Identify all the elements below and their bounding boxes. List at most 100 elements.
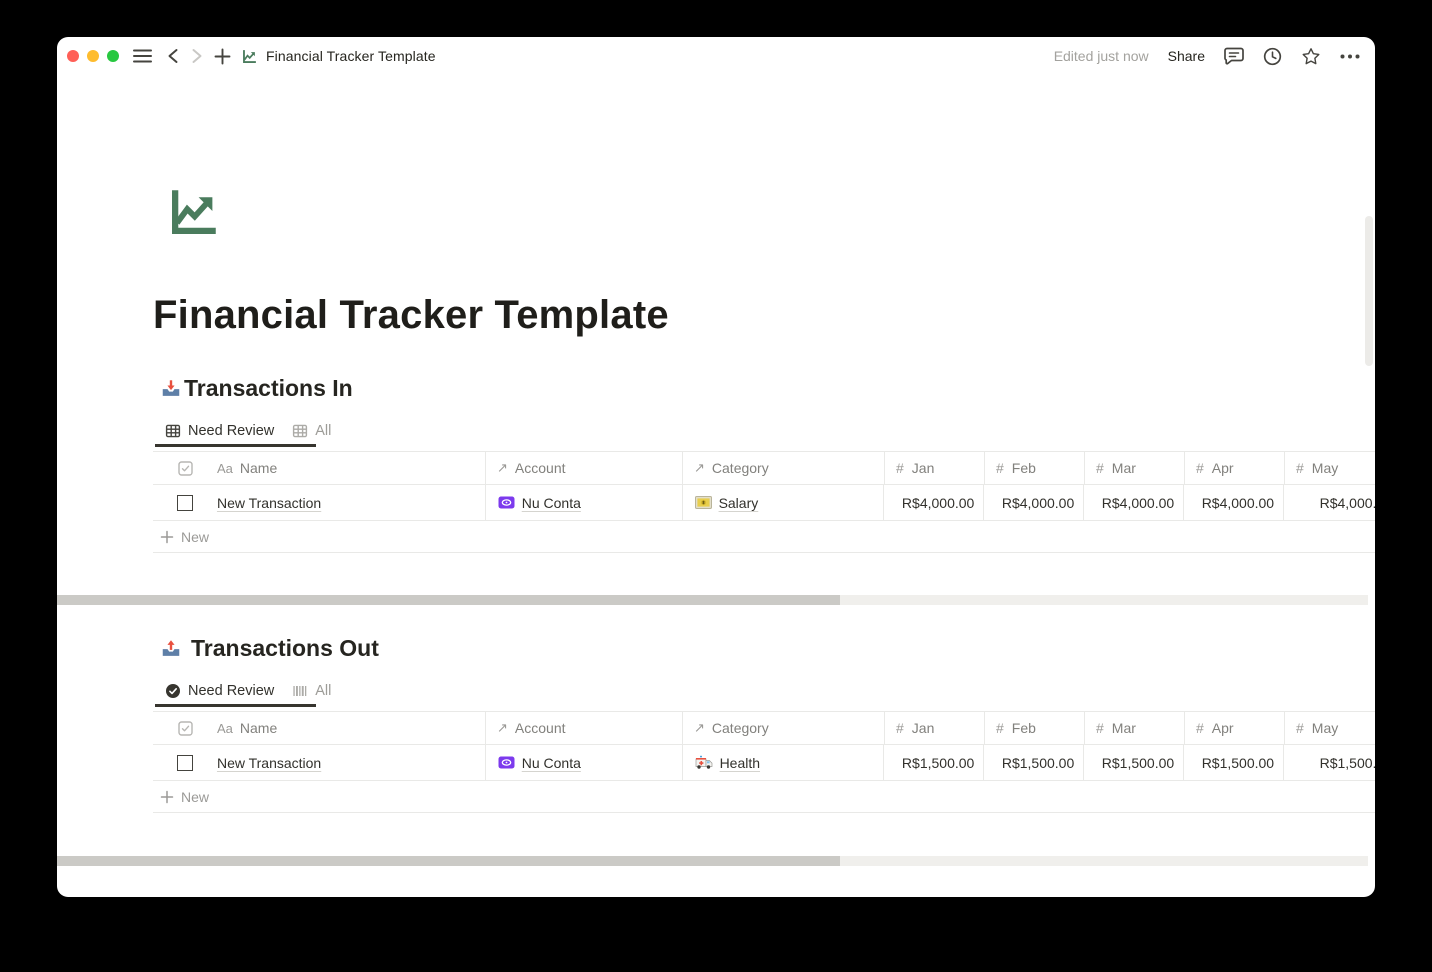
transactions-in-table: Aa Name ↗ Account ↗ Category # Jan # Feb # Mar… xyxy=(153,451,1375,553)
number-property-icon: # xyxy=(1096,460,1104,476)
history-icon[interactable] xyxy=(1263,47,1282,66)
horizontal-scrollbar[interactable] xyxy=(57,856,1368,866)
tab-label: All xyxy=(315,423,332,439)
comments-icon[interactable] xyxy=(1224,47,1244,66)
text-property-icon: Aa xyxy=(217,720,233,736)
column-header-category[interactable]: ↗ Category xyxy=(683,712,885,744)
number-property-icon: # xyxy=(1296,460,1304,476)
column-header-name[interactable]: Aa Name xyxy=(217,712,486,744)
cell-category[interactable]: Salary xyxy=(683,485,885,520)
cell-account[interactable]: Nu Conta xyxy=(486,485,683,520)
number-property-icon: # xyxy=(996,720,1004,736)
section-heading: Transactions In xyxy=(184,375,353,401)
cell-account[interactable]: Nu Conta xyxy=(486,745,683,780)
column-header-may[interactable]: # May xyxy=(1285,712,1375,744)
nubank-card-icon xyxy=(498,756,515,769)
back-icon[interactable] xyxy=(166,48,180,64)
cell-may[interactable]: R$4,000.00 xyxy=(1284,485,1375,520)
cell-jan[interactable]: R$1,500.00 xyxy=(884,745,985,780)
cell-feb[interactable]: R$1,500.00 xyxy=(984,745,1085,780)
cell-apr[interactable]: R$4,000.00 xyxy=(1184,485,1285,520)
cell-mar[interactable]: R$4,000.00 xyxy=(1084,485,1185,520)
tab-label: Need Review xyxy=(188,423,275,439)
page-chart-icon xyxy=(241,48,258,65)
close-button[interactable] xyxy=(67,50,79,62)
cell-jan[interactable]: R$4,000.00 xyxy=(884,485,985,520)
page-icon-chart-increasing[interactable] xyxy=(165,183,223,241)
number-property-icon: # xyxy=(1296,720,1304,736)
transactions-out-section: Transactions Out Need Review All xyxy=(153,635,1375,813)
outbox-tray-icon xyxy=(160,638,182,660)
section-heading: Transactions Out xyxy=(191,635,379,661)
tab-label: Need Review xyxy=(188,683,275,699)
column-header-account[interactable]: ↗ Account xyxy=(486,712,683,744)
number-property-icon: # xyxy=(1196,460,1204,476)
column-header-mar[interactable]: # Mar xyxy=(1085,452,1185,484)
new-tab-icon[interactable] xyxy=(214,48,231,65)
cell-apr[interactable]: R$1,500.00 xyxy=(1184,745,1285,780)
cell-may[interactable]: R$1,500.00 xyxy=(1284,745,1375,780)
new-row-button[interactable]: New xyxy=(153,521,1375,553)
notion-window: Financial Tracker Template Edited just n… xyxy=(57,37,1375,897)
number-property-icon: # xyxy=(896,720,904,736)
maximize-button[interactable] xyxy=(107,50,119,62)
column-header-mar[interactable]: # Mar xyxy=(1085,712,1185,744)
sidebar-menu-icon[interactable] xyxy=(133,49,152,63)
select-all-checkbox-icon[interactable] xyxy=(177,720,193,736)
inbox-tray-icon xyxy=(160,378,182,400)
column-header-may[interactable]: # May xyxy=(1285,452,1375,484)
horizontal-scrollbar[interactable] xyxy=(57,595,1368,605)
cell-feb[interactable]: R$4,000.00 xyxy=(984,485,1085,520)
nubank-card-icon xyxy=(498,496,515,509)
select-all-checkbox-icon[interactable] xyxy=(177,460,193,476)
forward-icon[interactable] xyxy=(190,48,204,64)
relation-property-icon: ↗ xyxy=(694,460,705,475)
number-property-icon: # xyxy=(996,460,1004,476)
column-header-account[interactable]: ↗ Account xyxy=(486,452,683,484)
column-header-category[interactable]: ↗ Category xyxy=(683,452,885,484)
favorite-star-icon[interactable] xyxy=(1301,47,1321,66)
number-property-icon: # xyxy=(1096,720,1104,736)
tab-need-review[interactable]: Need Review xyxy=(154,423,317,447)
minimize-button[interactable] xyxy=(87,50,99,62)
titlebar: Financial Tracker Template Edited just n… xyxy=(57,37,1375,75)
relation-property-icon: ↗ xyxy=(497,460,508,475)
cell-mar[interactable]: R$1,500.00 xyxy=(1084,745,1185,780)
table-row: New Transaction Nu Conta Health R$1,500.… xyxy=(153,745,1375,781)
traffic-lights xyxy=(67,50,119,62)
relation-property-icon: ↗ xyxy=(694,720,705,735)
cell-category[interactable]: Health xyxy=(683,745,885,780)
scrollbar-thumb[interactable] xyxy=(57,595,840,605)
scrollbar-thumb[interactable] xyxy=(57,856,840,866)
page-title: Financial Tracker Template xyxy=(153,293,669,337)
vertical-scrollbar[interactable] xyxy=(1365,216,1373,366)
cell-name[interactable]: New Transaction xyxy=(217,745,486,780)
column-header-jan[interactable]: # Jan xyxy=(885,712,985,744)
row-checkbox[interactable] xyxy=(176,754,193,771)
cell-name[interactable]: New Transaction xyxy=(217,485,486,520)
column-header-jan[interactable]: # Jan xyxy=(885,452,985,484)
column-header-apr[interactable]: # Apr xyxy=(1185,452,1285,484)
new-row-button[interactable]: New xyxy=(153,781,1375,813)
edited-status: Edited just now xyxy=(1053,48,1149,64)
tab-all[interactable]: All xyxy=(292,423,331,439)
column-header-feb[interactable]: # Feb xyxy=(985,452,1085,484)
column-header-name[interactable]: Aa Name xyxy=(217,452,486,484)
number-property-icon: # xyxy=(896,460,904,476)
row-checkbox[interactable] xyxy=(176,494,193,511)
ambulance-icon xyxy=(695,755,713,770)
number-property-icon: # xyxy=(1196,720,1204,736)
tab-all[interactable]: All xyxy=(292,683,331,699)
text-property-icon: Aa xyxy=(217,460,233,476)
view-tabs: Need Review All xyxy=(154,418,1375,447)
table-row: New Transaction Nu Conta Salary R$4,000.… xyxy=(153,485,1375,521)
plus-icon xyxy=(160,530,174,544)
column-header-feb[interactable]: # Feb xyxy=(985,712,1085,744)
transactions-in-section: Transactions In Need Review All xyxy=(153,375,1375,553)
tab-need-review[interactable]: Need Review xyxy=(154,683,317,707)
view-tabs: Need Review All xyxy=(154,678,1375,707)
column-header-apr[interactable]: # Apr xyxy=(1185,712,1285,744)
relation-property-icon: ↗ xyxy=(497,720,508,735)
share-button[interactable]: Share xyxy=(1167,48,1205,64)
more-options-icon[interactable] xyxy=(1340,54,1360,59)
